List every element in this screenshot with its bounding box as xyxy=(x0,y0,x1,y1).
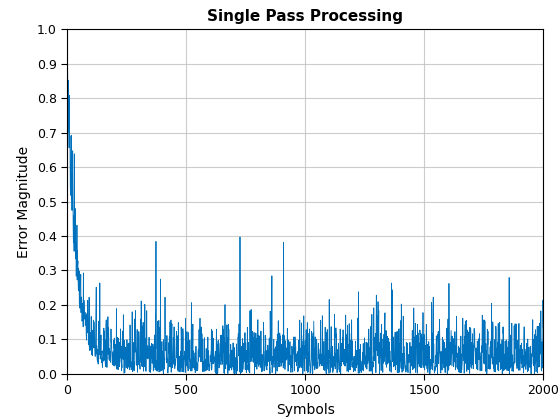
Title: Single Pass Processing: Single Pass Processing xyxy=(207,9,403,24)
Y-axis label: Error Magnitude: Error Magnitude xyxy=(17,146,31,257)
X-axis label: Symbols: Symbols xyxy=(276,403,335,417)
